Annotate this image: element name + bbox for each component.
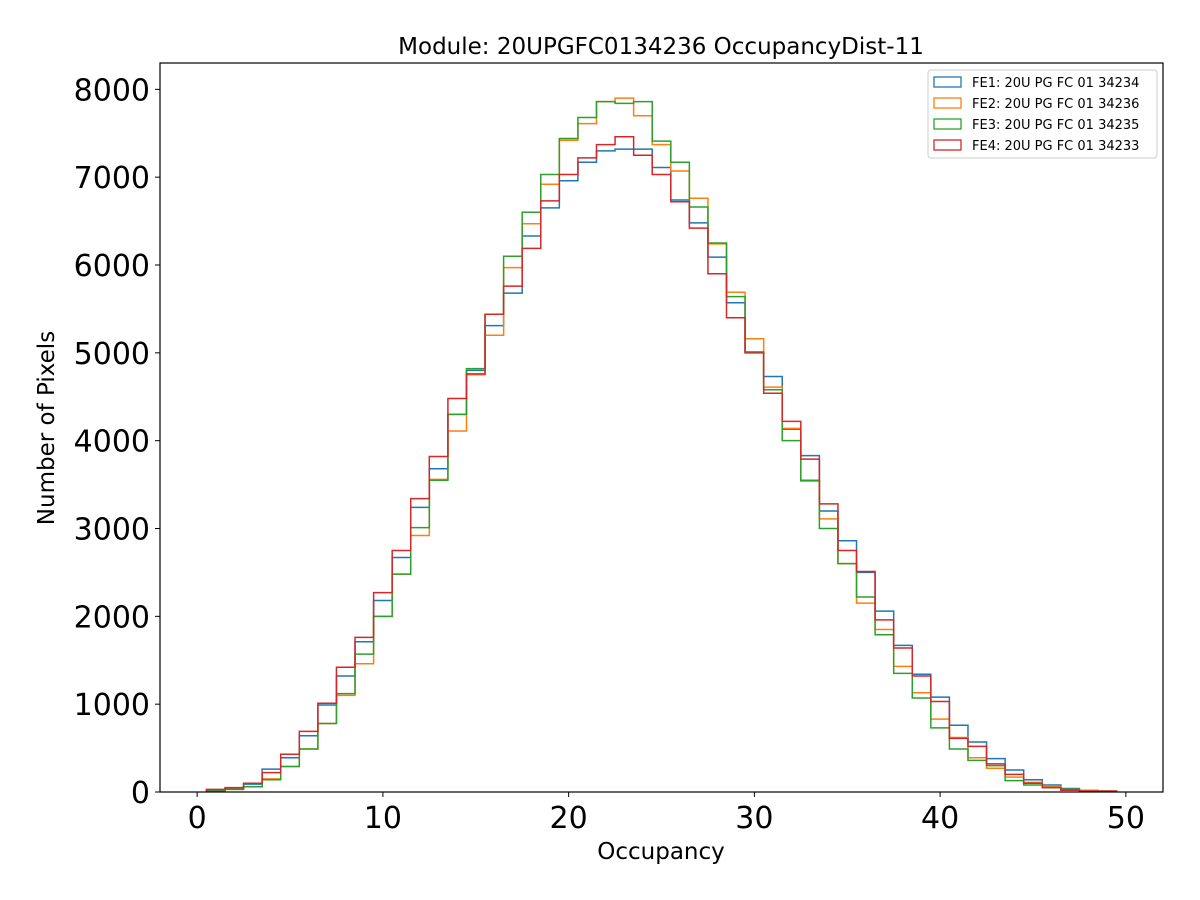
y-tick-label: 1000 [74, 688, 150, 723]
legend-swatch [933, 76, 962, 88]
legend-label: FE3: 20U PG FC 01 34235 [972, 118, 1139, 133]
y-axis-title: Number of Pixels [34, 331, 60, 525]
x-tick-label: 30 [735, 801, 773, 836]
x-tick-label: 20 [550, 801, 588, 836]
series-line-fe2 [205, 97, 1118, 792]
series-layer [205, 97, 1118, 792]
y-tick-label: 0 [131, 776, 150, 811]
x-axis: 0 10 20 30 40 50 [188, 792, 1145, 836]
y-tick-label: 5000 [74, 337, 150, 372]
y-tick-label: 8000 [74, 73, 150, 108]
legend-label: FE1: 20U PG FC 01 34234 [972, 76, 1139, 91]
legend-swatch [933, 97, 962, 109]
legend-label: FE4: 20U PG FC 01 34233 [972, 139, 1139, 154]
x-tick-label: 40 [921, 801, 959, 836]
y-axis: 0 1000 2000 3000 4000 5000 6000 7000 8000 [74, 73, 160, 811]
series-line-fe3 [205, 100, 1118, 792]
plot-frame [159, 62, 1164, 793]
legend-label: FE2: 20U PG FC 01 34236 [972, 97, 1139, 112]
x-axis-title: Occupancy [597, 839, 725, 865]
y-tick-label: 6000 [74, 249, 150, 284]
y-tick-label: 3000 [74, 513, 150, 548]
chart-title: Module: 20UPGFC0134236 OccupancyDist-11 [398, 34, 924, 60]
legend-frame [927, 69, 1158, 159]
x-tick-label: 0 [188, 801, 207, 836]
x-tick-label: 50 [1107, 801, 1145, 836]
legend: FE1: 20U PG FC 01 34234 FE2: 20U PG FC 01… [927, 69, 1158, 159]
y-tick-label: 2000 [74, 600, 150, 635]
x-tick-label: 10 [364, 801, 402, 836]
legend-swatch [933, 139, 962, 151]
y-tick-label: 4000 [74, 425, 150, 460]
series-line-fe4 [205, 136, 1118, 792]
y-tick-label: 7000 [74, 161, 150, 196]
legend-items: FE1: 20U PG FC 01 34234 FE2: 20U PG FC 01… [933, 76, 1139, 154]
legend-swatch [933, 118, 962, 130]
